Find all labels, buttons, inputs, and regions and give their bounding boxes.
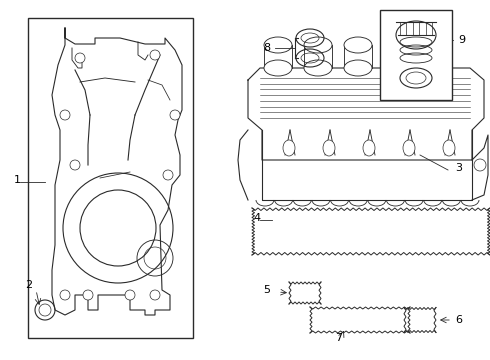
Ellipse shape — [424, 60, 452, 76]
Ellipse shape — [150, 290, 160, 300]
Text: 7: 7 — [335, 333, 342, 343]
Ellipse shape — [396, 21, 436, 49]
Ellipse shape — [474, 159, 486, 171]
Ellipse shape — [125, 290, 135, 300]
Bar — [380, 10, 452, 100]
Ellipse shape — [60, 290, 70, 300]
Text: 6: 6 — [455, 315, 462, 325]
Polygon shape — [248, 68, 484, 160]
Ellipse shape — [304, 60, 332, 76]
Ellipse shape — [344, 60, 372, 76]
Ellipse shape — [264, 60, 292, 76]
Ellipse shape — [344, 37, 372, 53]
Ellipse shape — [323, 140, 335, 156]
Ellipse shape — [70, 160, 80, 170]
Ellipse shape — [443, 140, 455, 156]
Ellipse shape — [400, 68, 432, 88]
Ellipse shape — [83, 290, 93, 300]
Ellipse shape — [403, 140, 415, 156]
Ellipse shape — [60, 110, 70, 120]
Text: 5: 5 — [263, 285, 270, 295]
Text: 2: 2 — [25, 280, 32, 290]
Ellipse shape — [384, 37, 412, 53]
Ellipse shape — [283, 140, 295, 156]
Ellipse shape — [363, 140, 375, 156]
Ellipse shape — [264, 37, 292, 53]
Text: 3: 3 — [455, 163, 462, 173]
Ellipse shape — [424, 37, 452, 53]
Text: 4: 4 — [253, 213, 260, 223]
Ellipse shape — [75, 53, 85, 63]
Ellipse shape — [304, 37, 332, 53]
Bar — [28, 18, 193, 338]
Ellipse shape — [163, 170, 173, 180]
Ellipse shape — [170, 110, 180, 120]
Text: 1: 1 — [14, 175, 21, 185]
Text: 9: 9 — [458, 35, 465, 45]
Text: 8: 8 — [263, 43, 270, 53]
Ellipse shape — [384, 60, 412, 76]
Ellipse shape — [150, 50, 160, 60]
